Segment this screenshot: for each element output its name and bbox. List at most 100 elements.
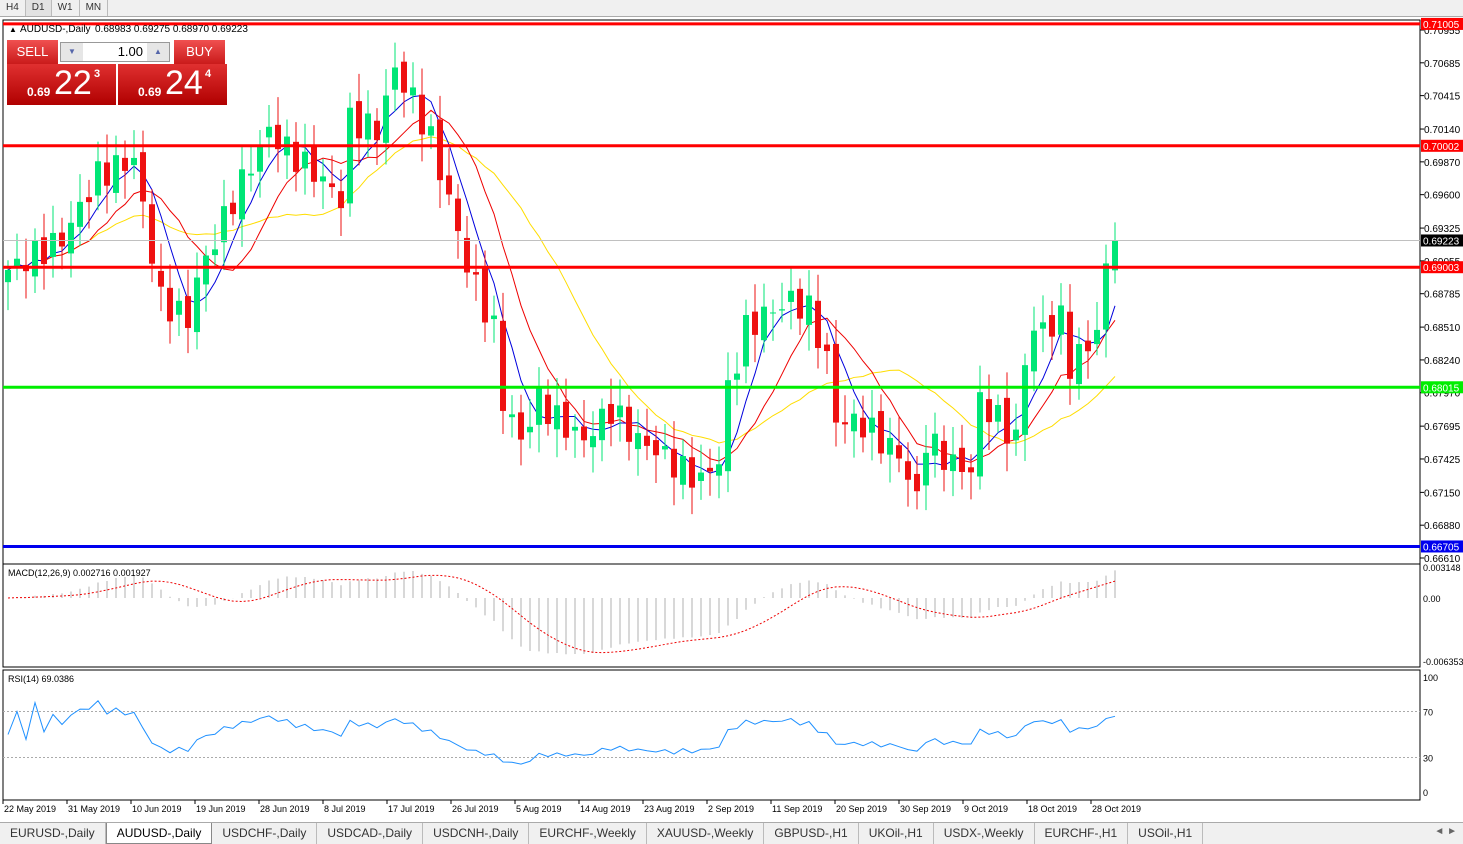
candle-body [725, 380, 731, 472]
candle [86, 179, 92, 229]
candle-body [536, 388, 542, 425]
level-price-tag [1421, 17, 1463, 30]
lot-size-input[interactable]: 1.00 [117, 44, 143, 59]
buy-price[interactable]: 0.69 24 4 [118, 64, 227, 105]
date-axis-label: 2 Sep 2019 [708, 804, 754, 814]
buy-price-pip: 4 [205, 68, 212, 80]
candle [518, 394, 524, 466]
candle-body [590, 436, 596, 448]
candle [734, 352, 740, 406]
candle [347, 92, 353, 217]
sell-button[interactable]: SELL [7, 40, 58, 65]
sell-price[interactable]: 0.69 22 3 [7, 64, 116, 105]
candle-body [383, 95, 389, 143]
candle-body [1031, 330, 1037, 372]
candle-body [1103, 263, 1109, 330]
date-axis-label: 18 Oct 2019 [1028, 804, 1077, 814]
chart-tab[interactable]: EURCHF-,H1 [1035, 823, 1129, 844]
candle-body [374, 120, 380, 141]
date-axis-label: 19 Jun 2019 [196, 804, 246, 814]
candle [221, 179, 227, 271]
candle [608, 378, 614, 447]
price-axis-label: 0.68510 [1424, 323, 1461, 334]
date-axis-label: 14 Aug 2019 [580, 804, 631, 814]
buy-button[interactable]: BUY [174, 40, 225, 65]
price-axis-label: 0.68785 [1424, 290, 1461, 301]
tab-scroll-arrows-icon[interactable]: ◄ ► [1434, 826, 1457, 837]
candle [842, 395, 848, 444]
candle-body [1067, 311, 1073, 379]
macd-axis-label: -0.006353 [1423, 657, 1463, 667]
candle [887, 417, 893, 483]
chart-tab[interactable]: USDCHF-,Daily [212, 823, 318, 844]
lot-increase-icon[interactable]: ▲ [147, 43, 169, 61]
level-price-tag [1421, 139, 1463, 152]
candle [428, 114, 434, 150]
candle [698, 444, 704, 500]
candle [1031, 306, 1037, 392]
macd-axis-label: 0.003148 [1423, 563, 1461, 573]
candle [302, 123, 308, 195]
candle [1004, 372, 1010, 472]
candle [41, 213, 47, 290]
candle [851, 399, 857, 458]
price-axis-label: 0.67970 [1424, 389, 1461, 400]
chart-tab[interactable]: USDCAD-,Daily [317, 823, 424, 844]
candle [923, 424, 929, 511]
date-axis-label: 20 Sep 2019 [836, 804, 887, 814]
candle-body [131, 157, 137, 166]
timeframe-w1[interactable]: W1 [52, 0, 80, 16]
lot-size-stepper[interactable]: ▼ 1.00 ▲ [60, 42, 170, 62]
ma-slow-line [7, 136, 1116, 444]
candle-body [158, 270, 164, 287]
candle-body [356, 101, 362, 139]
candle [203, 245, 209, 312]
candle-body [779, 309, 785, 311]
chart-tab[interactable]: EURCHF-,Weekly [529, 823, 647, 844]
candle [779, 282, 785, 323]
bid-price-label: 0.69223 [1423, 236, 1460, 247]
date-axis-label: 8 Jul 2019 [324, 804, 366, 814]
price-axis-label: 0.70955 [1424, 26, 1461, 37]
timeframe-mn[interactable]: MN [80, 0, 109, 16]
candle-body [752, 311, 758, 335]
chart-tab[interactable]: XAUUSD-,Weekly [647, 823, 765, 844]
chart-tab[interactable]: USDCNH-,Daily [423, 823, 530, 844]
candle [212, 224, 218, 268]
candle [257, 129, 263, 198]
date-axis-label: 9 Oct 2019 [964, 804, 1008, 814]
candle-body [509, 414, 515, 418]
candle-body [293, 141, 299, 172]
candle-body [1040, 322, 1046, 329]
candle [401, 51, 407, 118]
chart-tab[interactable]: USOil-,H1 [1128, 823, 1204, 844]
candle-body [221, 206, 227, 243]
price-chart[interactable]: 0.70955 0.70685 0.70415 0.70140 0.69870 0.696… [0, 17, 1463, 822]
candle-body [14, 258, 20, 269]
chart-tab[interactable]: USDX-,Weekly [934, 823, 1035, 844]
candle [626, 394, 632, 461]
candle-body [671, 448, 677, 478]
candle [464, 216, 470, 288]
date-axis-label: 28 Jun 2019 [260, 804, 310, 814]
chart-tab[interactable]: UKOil-,H1 [859, 823, 934, 844]
timeframe-toolbar: H4 D1 W1 MN [0, 0, 1463, 17]
candle [446, 148, 452, 206]
candle [329, 155, 335, 198]
candle-body [887, 437, 893, 455]
candle [797, 278, 803, 336]
candle [311, 125, 317, 198]
price-axis-label: 0.67425 [1424, 455, 1461, 466]
chart-tab[interactable]: GBPUSD-,H1 [764, 823, 859, 844]
chart-tab[interactable]: AUDUSD-,Daily [105, 823, 213, 844]
timeframe-h4[interactable]: H4 [0, 0, 26, 16]
chart-tab[interactable]: EURUSD-,Daily [0, 823, 106, 844]
level-price-label: 0.70002 [1423, 142, 1460, 153]
timeframe-d1[interactable]: D1 [25, 0, 52, 16]
chart-tabs: EURUSD-,Daily AUDUSD-,Daily USDCHF-,Daily U… [0, 822, 1463, 844]
candle-body [941, 440, 947, 470]
candle [770, 299, 776, 341]
candle-body [977, 392, 983, 477]
lot-decrease-icon[interactable]: ▼ [61, 43, 83, 61]
candle-body [959, 447, 965, 472]
